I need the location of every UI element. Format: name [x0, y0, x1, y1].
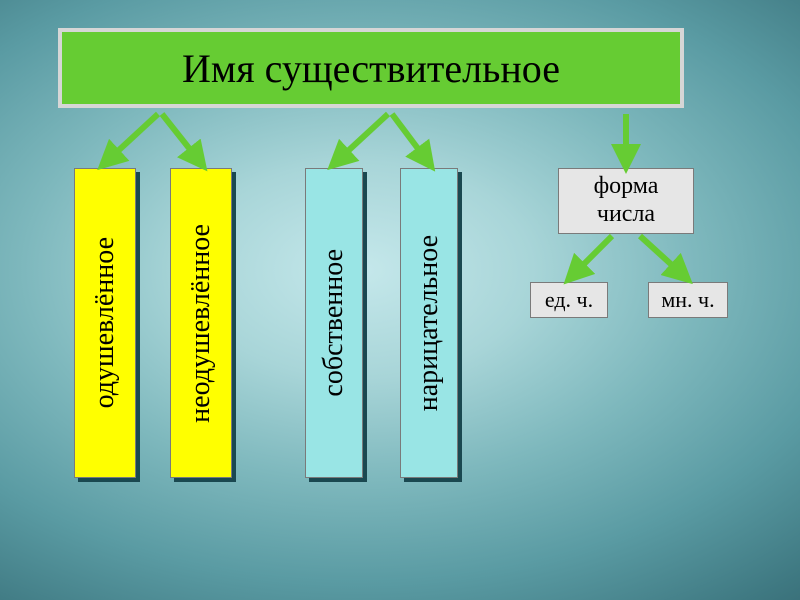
arrow — [392, 114, 428, 162]
branch-proper: собственное — [305, 168, 363, 478]
title-box: Имя существительное — [58, 28, 684, 108]
arrow — [572, 236, 612, 276]
title-text: Имя существительное — [182, 45, 560, 92]
branch-inanimate-label: неодушевлённое — [185, 224, 217, 423]
branch-proper-label: собственное — [318, 249, 350, 397]
plural-label: мн. ч. — [661, 287, 714, 312]
singular-box: ед. ч. — [530, 282, 608, 318]
arrow — [162, 114, 200, 162]
number-form-label: форма числа — [594, 173, 659, 228]
arrow — [336, 114, 388, 162]
branch-animate: одушевлённое — [74, 168, 136, 478]
arrow — [106, 114, 158, 162]
plural-box: мн. ч. — [648, 282, 728, 318]
branch-common-label: нарицательное — [413, 235, 445, 411]
singular-label: ед. ч. — [545, 287, 593, 312]
branch-common: нарицательное — [400, 168, 458, 478]
arrow — [640, 236, 684, 276]
branch-inanimate: неодушевлённое — [170, 168, 232, 478]
branch-animate-label: одушевлённое — [89, 237, 121, 408]
number-form-box: форма числа — [558, 168, 694, 234]
